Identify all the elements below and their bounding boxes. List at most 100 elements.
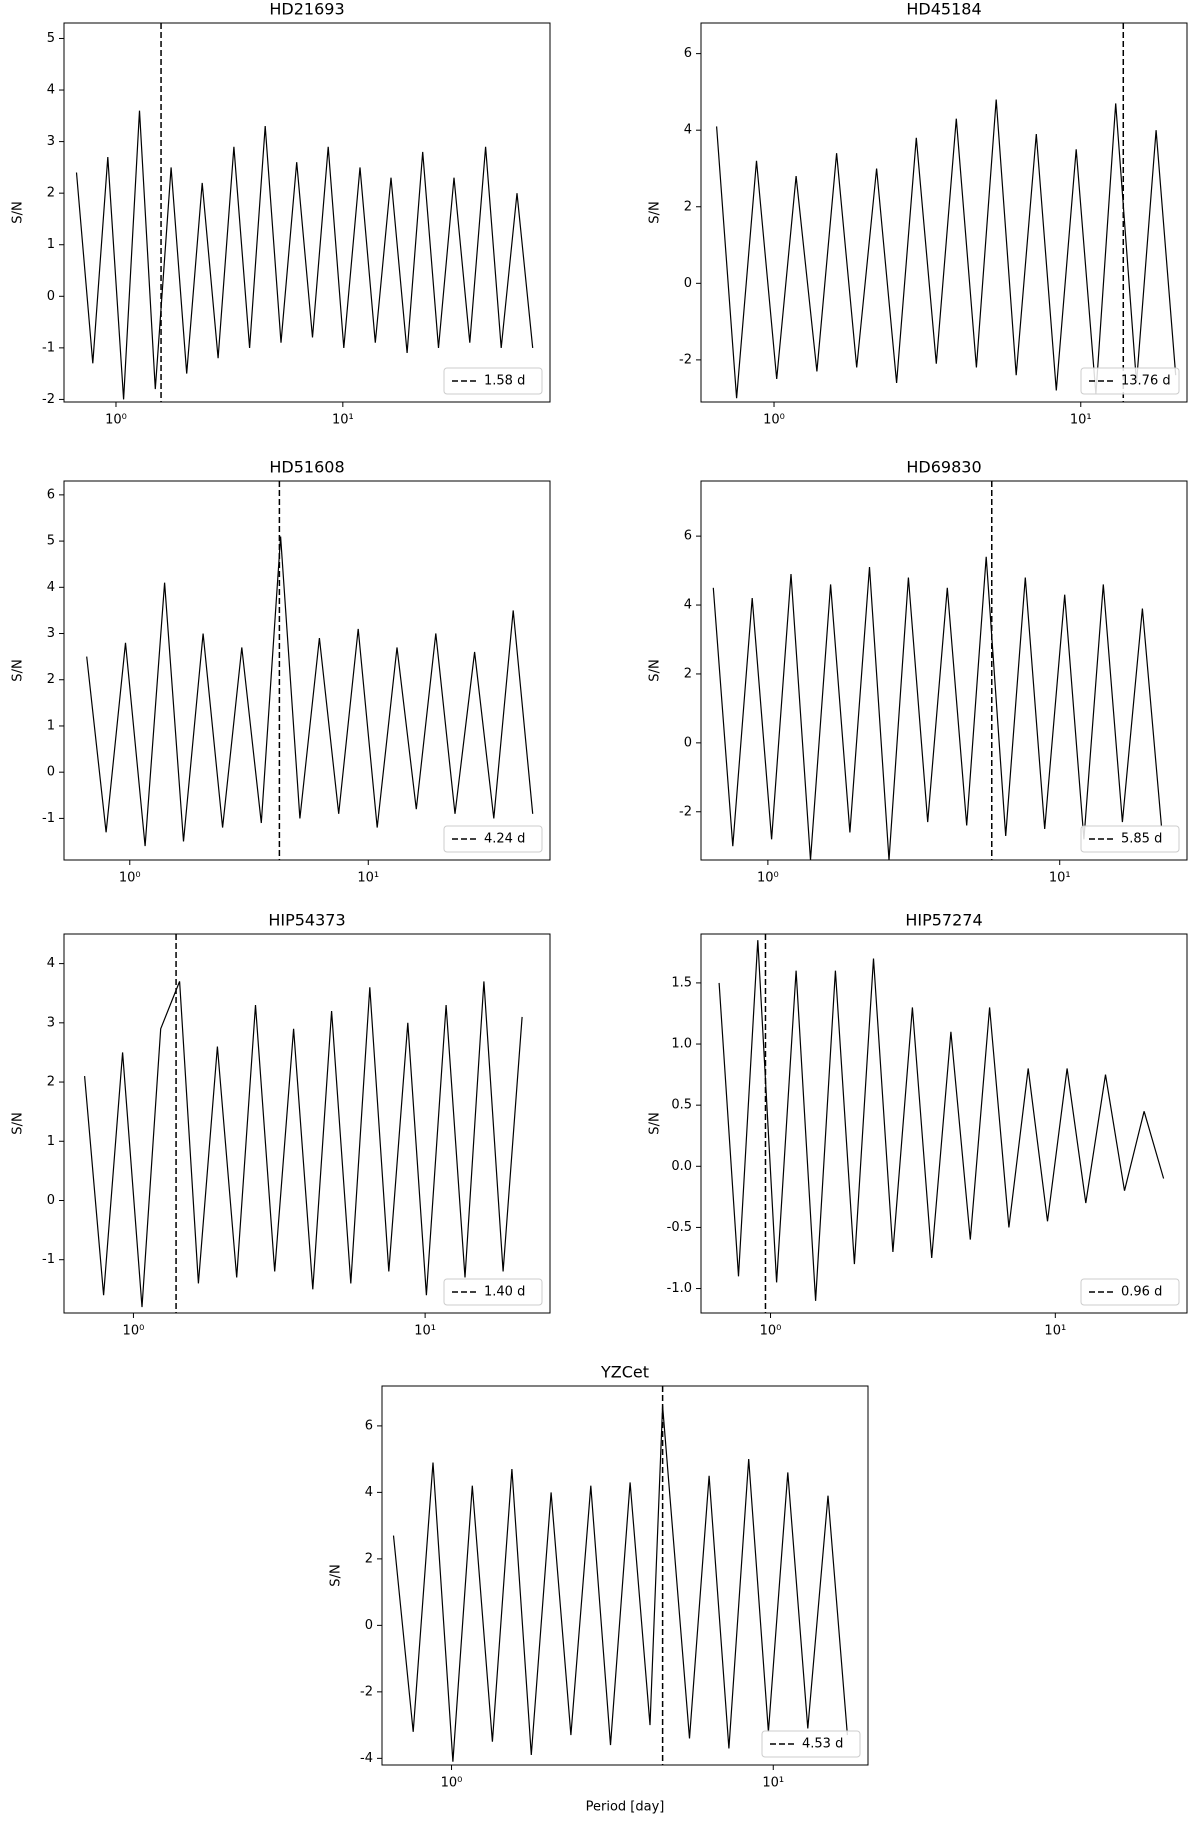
y-tick-label: -1 <box>42 1252 55 1267</box>
y-tick-label: 2 <box>47 1075 55 1090</box>
y-tick-label: -4 <box>360 1751 373 1766</box>
line <box>86 536 534 847</box>
subplot: HD21693 S/N -2 -1 0 1 2 3 4 5 10⁰ 10¹ 1.58 d <box>11 0 551 428</box>
line <box>392 1405 848 1762</box>
y-tick-label: -1 <box>42 340 55 355</box>
legend-box <box>1080 1278 1180 1306</box>
plot-area <box>75 23 534 402</box>
y-tick-label: -1 <box>42 811 55 826</box>
plot-area <box>718 934 1165 1313</box>
line <box>712 556 1162 860</box>
x-tick-label: 10¹ <box>414 1324 436 1339</box>
legend-label: 1.58 d <box>484 374 525 389</box>
axes-frame <box>700 933 1188 1314</box>
line <box>75 110 534 400</box>
y-tick-label: 1 <box>47 1134 55 1149</box>
x-tick-label: 10⁰ <box>441 1776 463 1791</box>
x-tick-label: 10¹ <box>1070 413 1092 428</box>
legend-box <box>443 367 543 395</box>
y-tick-label: -2 <box>679 804 692 819</box>
legend-box <box>1080 367 1180 395</box>
chart-title: HD69830 <box>906 458 981 477</box>
x-tick-label: 10¹ <box>762 1776 784 1791</box>
y-tick-label: -2 <box>42 392 55 407</box>
plot-area <box>712 481 1162 860</box>
y-tick-label: 6 <box>684 529 692 544</box>
y-tick-label: -0.5 <box>667 1220 692 1235</box>
y-tick-label: 0 <box>365 1618 373 1633</box>
legend-box <box>443 1278 543 1306</box>
y-tick-label: -2 <box>679 352 692 367</box>
y-tick-label: 4 <box>47 956 55 971</box>
legend-label: 5.85 d <box>1121 832 1162 847</box>
y-tick-label: 2 <box>47 186 55 201</box>
x-tick-label: 10⁰ <box>763 413 785 428</box>
y-tick-label: 6 <box>365 1418 373 1433</box>
y-tick-label: 5 <box>47 31 55 46</box>
subplot: HD45184 S/N -2 0 2 4 6 10⁰ 10¹ 13.76 d <box>648 0 1188 428</box>
y-axis-label: S/N <box>648 1112 663 1134</box>
y-tick-label: 4 <box>47 580 55 595</box>
chart-title: HD51608 <box>269 458 344 477</box>
legend-label: 0.96 d <box>1121 1285 1162 1300</box>
y-tick-label: 3 <box>47 1015 55 1030</box>
plot-area <box>392 1386 848 1765</box>
x-tick-label: 10¹ <box>1044 1324 1066 1339</box>
x-tick-label: 10¹ <box>1049 871 1071 886</box>
line <box>84 981 523 1308</box>
x-tick-label: 10⁰ <box>757 871 779 886</box>
axes-frame <box>63 480 551 861</box>
axes-frame <box>63 22 551 403</box>
chart-title: YZCet <box>600 1363 649 1382</box>
legend-box <box>761 1730 861 1758</box>
x-tick-label: 10⁰ <box>760 1324 782 1339</box>
x-tick-label: 10⁰ <box>123 1324 145 1339</box>
x-tick-label: 10¹ <box>357 871 379 886</box>
y-axis-label: S/N <box>11 1112 26 1134</box>
y-tick-label: 2 <box>365 1551 373 1566</box>
y-tick-label: 0 <box>47 765 55 780</box>
y-axis-label: S/N <box>11 201 26 223</box>
y-tick-label: 4 <box>47 83 55 98</box>
y-tick-label: 2 <box>47 672 55 687</box>
y-tick-label: 1.0 <box>671 1037 692 1052</box>
plot-area <box>86 481 534 860</box>
axes-frame <box>700 480 1188 861</box>
y-axis-label: S/N <box>648 659 663 681</box>
y-axis-label: S/N <box>329 1564 344 1586</box>
y-tick-label: 5 <box>47 534 55 549</box>
legend-label: 4.24 d <box>484 832 525 847</box>
y-tick-label: 4 <box>365 1485 373 1500</box>
x-axis-label: Period [day] <box>586 1800 665 1815</box>
y-tick-label: 2 <box>684 199 692 214</box>
y-tick-label: 6 <box>684 46 692 61</box>
chart-title: HD21693 <box>269 0 344 19</box>
subplot: HIP54373 S/N -1 0 1 2 3 4 10⁰ 10¹ 1.40 d <box>11 911 551 1339</box>
line <box>716 99 1177 399</box>
axes-frame <box>700 22 1188 403</box>
y-tick-label: 0 <box>47 1193 55 1208</box>
x-tick-label: 10¹ <box>332 413 354 428</box>
subplot: HD69830 S/N -2 0 2 4 6 10⁰ 10¹ 5.85 d <box>648 458 1188 886</box>
y-tick-label: 6 <box>47 487 55 502</box>
subplot: HD51608 S/N -1 0 1 2 3 4 5 6 10⁰ 10¹ 4.24 d <box>11 458 551 886</box>
y-tick-label: 3 <box>47 626 55 641</box>
y-tick-label: 1 <box>47 718 55 733</box>
subplot: YZCet S/N Period [day] -4 -2 0 2 4 6 10⁰ 10¹ 4.53 d <box>329 1363 869 1815</box>
line <box>718 940 1165 1301</box>
plot-area <box>716 23 1177 402</box>
legend-box <box>443 825 543 853</box>
legend-label: 4.53 d <box>802 1737 843 1752</box>
subplot: HIP57274 S/N -1.0 -0.5 0.0 0.5 1.0 1.5 10⁰ 10¹ 0.9… <box>648 911 1188 1339</box>
y-tick-label: -1.0 <box>667 1281 692 1296</box>
y-tick-label: 0.5 <box>671 1098 692 1113</box>
y-tick-label: 0.0 <box>671 1159 692 1174</box>
chart-title: HIP54373 <box>268 911 345 930</box>
x-tick-label: 10⁰ <box>119 871 141 886</box>
chart-title: HIP57274 <box>905 911 982 930</box>
y-tick-label: 0 <box>684 276 692 291</box>
legend-label: 13.76 d <box>1121 374 1171 389</box>
x-tick-label: 10⁰ <box>105 413 127 428</box>
y-tick-label: 2 <box>684 666 692 681</box>
